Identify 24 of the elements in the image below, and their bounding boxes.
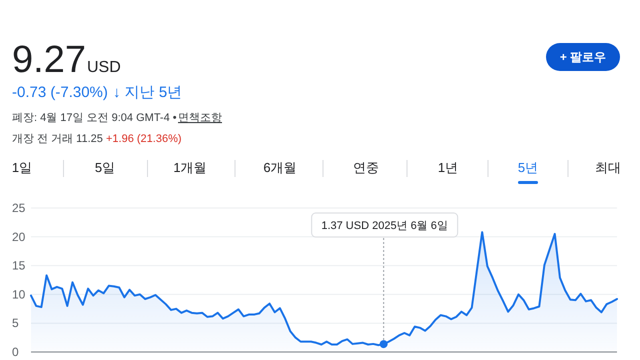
text: 개장 전 거래 11.25 <box>12 133 103 145</box>
text: + 팔로우 <box>560 50 606 64</box>
text: 5일 <box>94 160 116 175</box>
text: -0.73 (-7.30%) <box>12 84 108 101</box>
y-tick-label: 0 <box>12 345 19 359</box>
text: 1개월 <box>173 160 207 175</box>
text: USD <box>87 59 121 76</box>
text: 연중 <box>353 160 379 175</box>
text: 면책조항 <box>178 112 222 124</box>
y-tick-label: 20 <box>12 230 26 244</box>
text: ↓ 지난 5년 <box>113 84 182 101</box>
y-tick-label: 5 <box>12 316 19 330</box>
y-tick-label: 10 <box>12 287 26 302</box>
text: +1.96 (21.36%) <box>106 133 182 145</box>
annotation: 1.37 USD 2025년 6월 6일 <box>321 220 448 232</box>
text: 1일 <box>12 160 32 175</box>
text: 5년 <box>518 160 538 175</box>
text: 최대 <box>595 160 621 175</box>
y-tick-label: 25 <box>12 201 26 215</box>
text: 1년 <box>438 160 458 175</box>
y-tick-label: 15 <box>12 258 26 273</box>
text: 폐장: 4월 17일 오전 9:04 GMT-4 • <box>12 112 177 124</box>
text: 6개월 <box>263 160 297 175</box>
text: 9.27 <box>12 39 86 81</box>
